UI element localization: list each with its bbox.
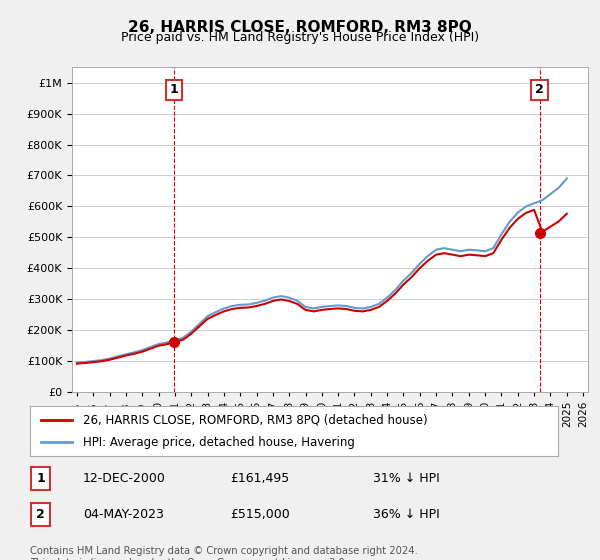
Text: 36% ↓ HPI: 36% ↓ HPI bbox=[373, 508, 440, 521]
Text: 31% ↓ HPI: 31% ↓ HPI bbox=[373, 472, 440, 484]
Text: HPI: Average price, detached house, Havering: HPI: Average price, detached house, Have… bbox=[83, 436, 355, 449]
Text: Price paid vs. HM Land Registry's House Price Index (HPI): Price paid vs. HM Land Registry's House … bbox=[121, 31, 479, 44]
Text: £515,000: £515,000 bbox=[230, 508, 290, 521]
Text: £161,495: £161,495 bbox=[230, 472, 290, 484]
Text: Contains HM Land Registry data © Crown copyright and database right 2024.
This d: Contains HM Land Registry data © Crown c… bbox=[30, 546, 418, 560]
Text: 04-MAY-2023: 04-MAY-2023 bbox=[83, 508, 164, 521]
Text: 2: 2 bbox=[36, 508, 45, 521]
Text: 26, HARRIS CLOSE, ROMFORD, RM3 8PQ (detached house): 26, HARRIS CLOSE, ROMFORD, RM3 8PQ (deta… bbox=[83, 414, 427, 427]
Text: 1: 1 bbox=[36, 472, 45, 484]
Text: 2: 2 bbox=[535, 83, 544, 96]
Text: 12-DEC-2000: 12-DEC-2000 bbox=[83, 472, 166, 484]
Text: 1: 1 bbox=[170, 83, 179, 96]
Text: 26, HARRIS CLOSE, ROMFORD, RM3 8PQ: 26, HARRIS CLOSE, ROMFORD, RM3 8PQ bbox=[128, 20, 472, 35]
